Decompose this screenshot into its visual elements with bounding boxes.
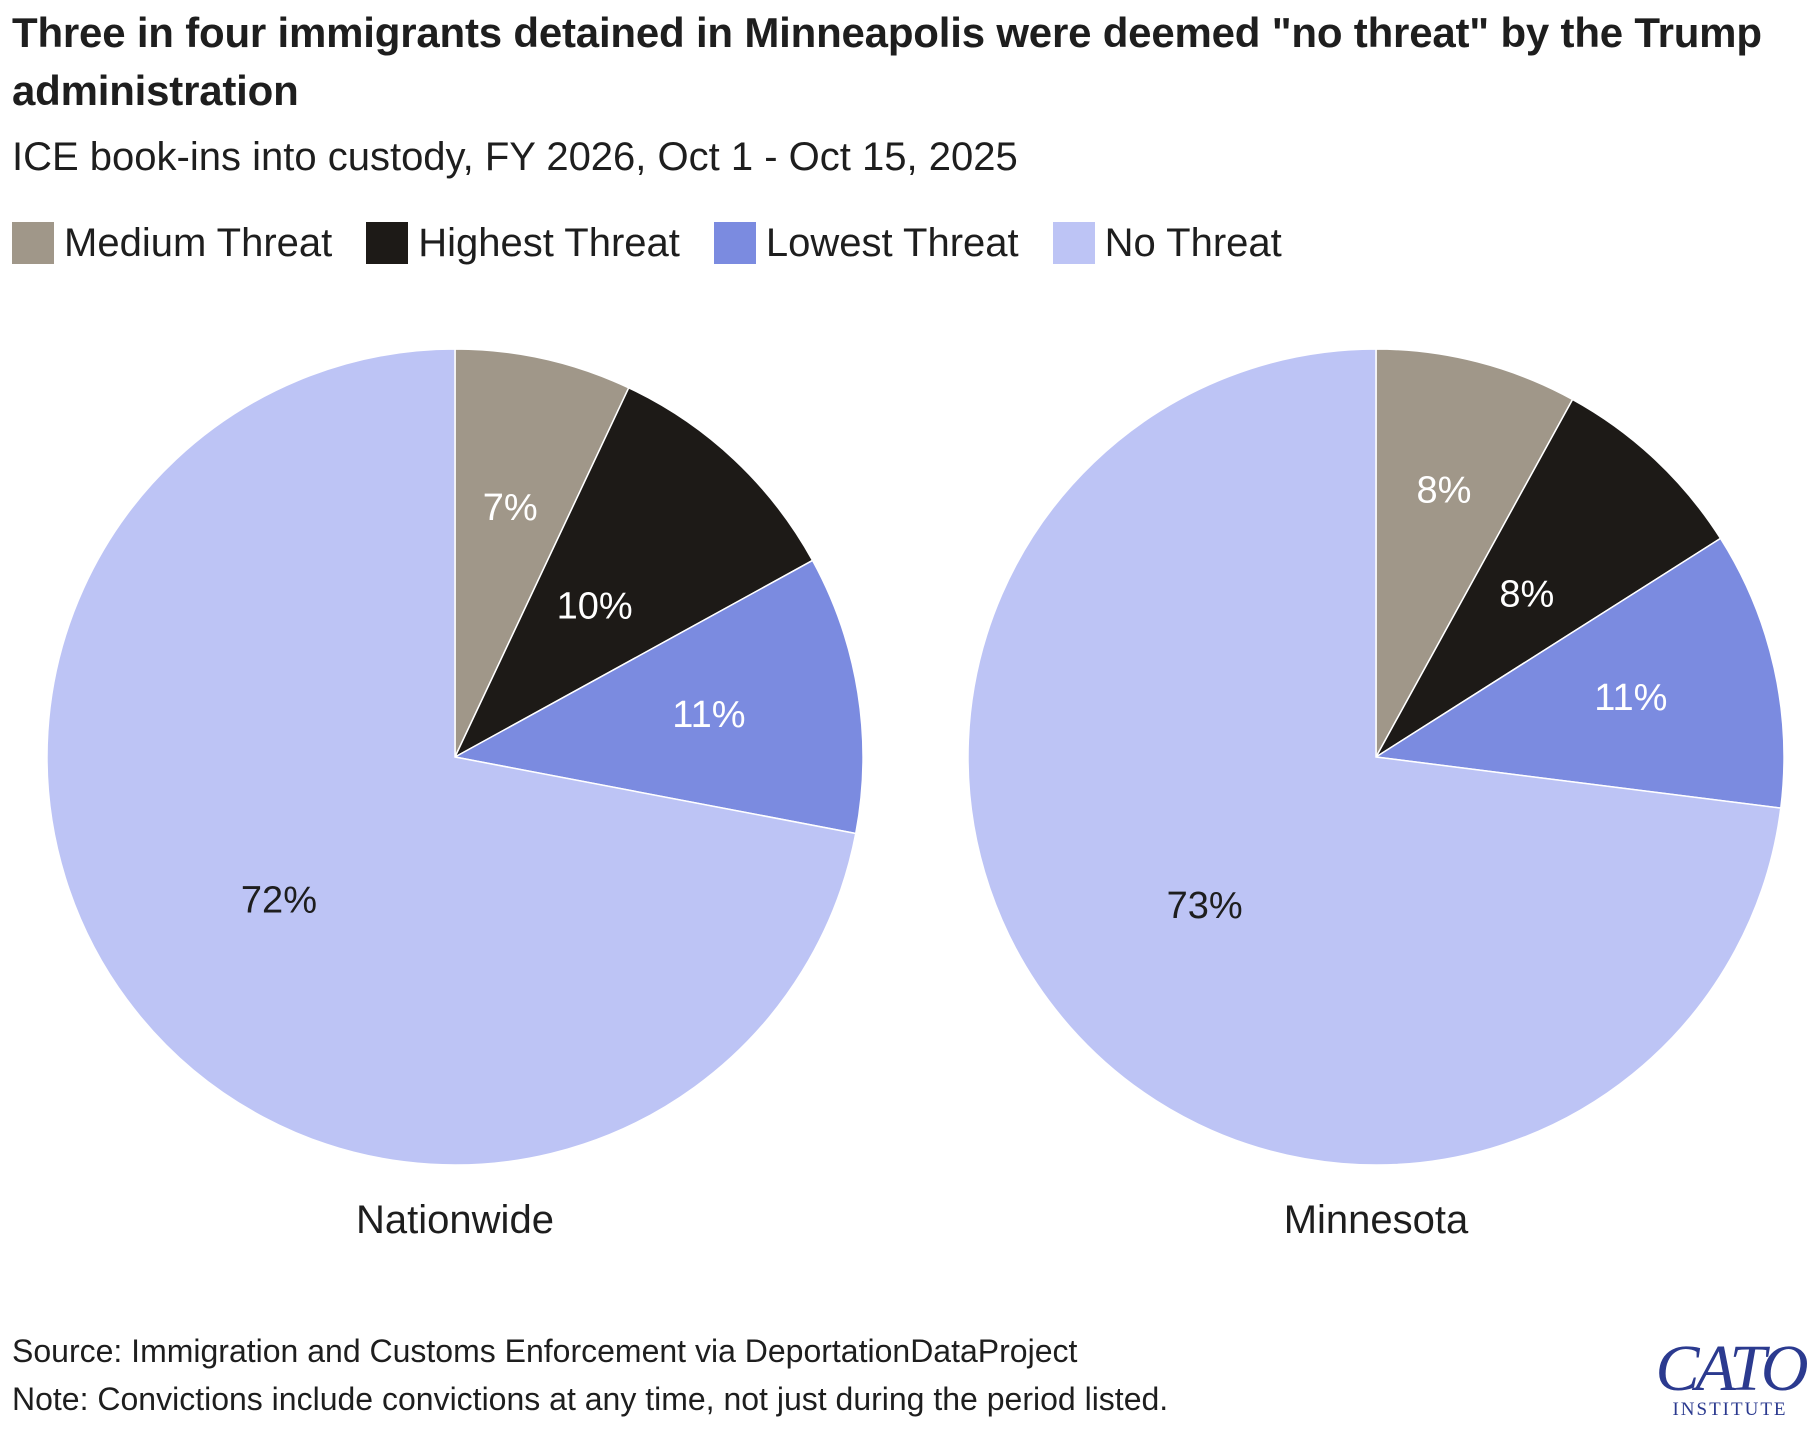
pie-slice-no-threat xyxy=(967,348,1782,1166)
pie-minnesota: 8% 8% 11% 73% xyxy=(967,348,1785,1166)
legend-swatch-lowest-threat xyxy=(713,222,756,264)
pie-slice-lowest-threat xyxy=(452,559,864,835)
methodology-note: Note: Convictions include convictions at… xyxy=(12,1381,1169,1417)
legend-swatch-no-threat xyxy=(1052,222,1095,264)
legend-item-medium-threat: Medium Threat xyxy=(12,218,332,268)
pie-slice-highest-threat xyxy=(453,386,814,759)
legend-label-highest-threat: Highest Threat xyxy=(418,221,680,265)
data-label-lowest-threat: 11% xyxy=(672,694,745,736)
pie-slice-lowest-threat xyxy=(1373,537,1785,809)
chart-title: Three in four immigrants detained in Min… xyxy=(12,9,1762,114)
logo-subtext: INSTITUTE xyxy=(1672,1399,1788,1420)
legend-item-lowest-threat: Lowest Threat xyxy=(713,218,1019,268)
pie-caption-nationwide: Nationwide xyxy=(356,1198,554,1242)
pie-slice-no-threat xyxy=(46,348,857,1166)
data-label-no-threat: 73% xyxy=(1167,885,1243,927)
pie-charts: 7% 10% 11% 72% Nationwide 8% 8% 11% 73% Minnesota xyxy=(46,348,1785,1242)
legend-swatch-medium-threat xyxy=(12,222,54,264)
data-label-medium-threat: 7% xyxy=(483,487,538,529)
legend-item-highest-threat: Highest Threat xyxy=(366,218,680,268)
cato-logo: CATO INSTITUTE xyxy=(1650,1332,1810,1426)
pie-slice-medium-threat xyxy=(1375,348,1574,758)
data-label-medium-threat: 8% xyxy=(1417,469,1472,511)
pie-caption-minnesota: Minnesota xyxy=(1284,1198,1469,1242)
source-note: Source: Immigration and Customs Enforcem… xyxy=(12,1333,1078,1369)
legend-label-lowest-threat: Lowest Threat xyxy=(765,221,1019,265)
legend-item-no-threat: No Threat xyxy=(1052,218,1282,268)
pie-slice-medium-threat xyxy=(454,348,630,758)
pie-nationwide: 7% 10% 11% 72% xyxy=(46,348,864,1166)
data-label-lowest-threat: 11% xyxy=(1594,677,1667,719)
legend-swatch-highest-threat xyxy=(366,222,409,264)
data-label-no-threat: 72% xyxy=(241,880,317,922)
chart-subtitle: ICE book-ins into custody, FY 2026, Oct … xyxy=(12,135,1018,179)
legend-label-medium-threat: Medium Threat xyxy=(64,221,333,265)
legend: Medium Threat Highest Threat Lowest Thre… xyxy=(12,218,1316,268)
data-label-highest-threat: 8% xyxy=(1499,573,1554,615)
legend-label-no-threat: No Threat xyxy=(1104,221,1282,265)
pie-slice-highest-threat xyxy=(1375,398,1722,758)
data-label-highest-threat: 10% xyxy=(557,585,633,627)
logo-wordmark: CATO xyxy=(1655,1332,1808,1405)
